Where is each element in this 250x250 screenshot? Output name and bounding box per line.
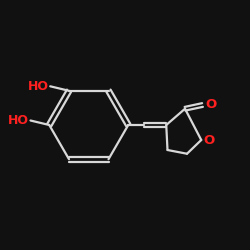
Text: HO: HO — [28, 80, 49, 93]
Text: O: O — [204, 134, 215, 146]
Text: O: O — [205, 98, 216, 112]
Text: HO: HO — [8, 114, 29, 127]
